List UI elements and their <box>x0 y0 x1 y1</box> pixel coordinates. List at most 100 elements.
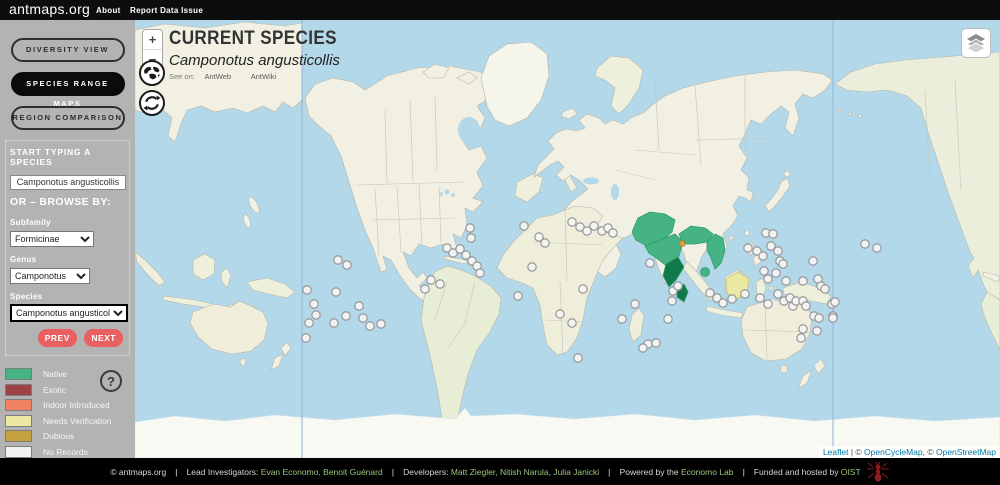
no-records-marker[interactable] <box>567 318 577 328</box>
no-records-marker[interactable] <box>465 223 475 233</box>
economo-lab-link[interactable]: Economo Lab <box>681 466 734 477</box>
opencyclemap-link[interactable]: OpenCycleMap <box>864 447 923 457</box>
no-records-marker[interactable] <box>455 244 465 254</box>
no-records-marker[interactable] <box>617 314 627 324</box>
antweb-link[interactable]: AntWeb <box>204 72 232 81</box>
refresh-map-button[interactable] <box>139 90 165 116</box>
no-records-marker[interactable] <box>763 299 773 309</box>
site-logo[interactable]: antmaps.org <box>9 1 91 17</box>
no-records-marker[interactable] <box>773 289 783 299</box>
no-records-marker[interactable] <box>534 232 544 242</box>
no-records-marker[interactable] <box>466 233 476 243</box>
no-records-marker[interactable] <box>860 239 870 249</box>
no-records-marker[interactable] <box>426 275 436 285</box>
no-records-marker[interactable] <box>759 266 769 276</box>
no-records-marker[interactable] <box>763 274 773 284</box>
no-records-marker[interactable] <box>311 310 321 320</box>
no-records-marker[interactable] <box>820 284 830 294</box>
no-records-marker[interactable] <box>743 243 753 253</box>
no-records-marker[interactable] <box>341 311 351 321</box>
no-records-marker[interactable] <box>740 289 750 299</box>
no-records-marker[interactable] <box>673 281 683 291</box>
no-records-marker[interactable] <box>801 301 811 311</box>
no-records-marker[interactable] <box>727 294 737 304</box>
layers-control[interactable] <box>961 28 991 58</box>
leaflet-link[interactable]: Leaflet <box>822 447 849 457</box>
no-records-marker[interactable] <box>663 314 673 324</box>
no-records-marker[interactable] <box>540 238 550 248</box>
no-records-marker[interactable] <box>796 333 806 343</box>
no-records-marker[interactable] <box>555 309 565 319</box>
no-records-marker[interactable] <box>712 293 722 303</box>
no-records-marker[interactable] <box>309 299 319 309</box>
no-records-marker[interactable] <box>582 226 592 236</box>
no-records-marker[interactable] <box>758 251 768 261</box>
species-range-maps-button[interactable]: SPECIES RANGE MAPS <box>10 72 125 108</box>
no-records-marker[interactable] <box>667 296 677 306</box>
no-records-marker[interactable] <box>812 326 822 336</box>
no-records-marker[interactable] <box>778 259 788 269</box>
no-records-marker[interactable] <box>645 258 655 268</box>
no-records-marker[interactable] <box>872 243 882 253</box>
no-records-marker[interactable] <box>304 318 314 328</box>
globe-reset-view-button[interactable] <box>139 60 165 86</box>
no-records-marker[interactable] <box>798 276 808 286</box>
no-records-marker[interactable] <box>589 221 599 231</box>
map-canvas[interactable] <box>135 20 1000 458</box>
no-records-marker[interactable] <box>302 285 312 295</box>
no-records-marker[interactable] <box>519 221 529 231</box>
no-records-marker[interactable] <box>567 217 577 227</box>
zoom-in-button[interactable]: + <box>143 30 162 50</box>
no-records-marker[interactable] <box>630 299 640 309</box>
no-records-marker[interactable] <box>638 343 648 353</box>
oist-link[interactable]: OIST <box>840 466 861 477</box>
prev-species-button[interactable]: PREV <box>37 329 77 347</box>
no-records-marker[interactable] <box>333 255 343 265</box>
no-records-marker[interactable] <box>773 246 783 256</box>
no-records-marker[interactable] <box>705 288 715 298</box>
next-species-button[interactable]: NEXT <box>84 329 123 347</box>
native-marker-andaman[interactable] <box>700 267 710 277</box>
no-records-marker[interactable] <box>513 291 523 301</box>
diversity-view-button[interactable]: DIVERSITY VIEW <box>10 38 125 62</box>
no-records-marker[interactable] <box>718 298 728 308</box>
subfamily-select[interactable]: Formicinae <box>10 231 94 247</box>
no-records-marker[interactable] <box>342 260 352 270</box>
no-records-marker[interactable] <box>781 276 791 286</box>
no-records-marker[interactable] <box>814 313 824 323</box>
openstreetmap-link[interactable]: OpenStreetMap <box>935 447 996 457</box>
native-region-nw-india[interactable] <box>631 211 676 247</box>
no-records-marker[interactable] <box>830 297 840 307</box>
no-records-marker[interactable] <box>771 268 781 278</box>
no-records-marker[interactable] <box>651 338 661 348</box>
no-records-marker[interactable] <box>808 256 818 266</box>
no-records-marker[interactable] <box>358 313 368 323</box>
no-records-marker[interactable] <box>331 287 341 297</box>
species-select[interactable]: Camponotus angusticollis <box>10 304 128 322</box>
no-records-marker[interactable] <box>527 262 537 272</box>
zoom-out-button[interactable]: − <box>143 50 162 70</box>
footer-lead-investigators-links[interactable]: Evan Economo, Benoit Guénard <box>260 466 383 477</box>
native-region-south-india[interactable] <box>662 256 685 288</box>
no-records-marker[interactable] <box>461 250 471 260</box>
no-records-marker[interactable] <box>752 246 762 256</box>
no-records-marker[interactable] <box>608 228 618 238</box>
no-records-marker[interactable] <box>420 284 430 294</box>
no-records-marker[interactable] <box>578 284 588 294</box>
no-records-marker[interactable] <box>365 321 375 331</box>
no-records-marker[interactable] <box>376 319 386 329</box>
nav-link-about[interactable]: About <box>96 6 121 15</box>
legend-help-button[interactable]: ? <box>100 370 122 392</box>
no-records-marker[interactable] <box>798 324 808 334</box>
no-records-marker[interactable] <box>766 241 776 251</box>
no-records-marker[interactable] <box>768 229 778 239</box>
nav-link-report-data-issue[interactable]: Report Data Issue <box>130 6 204 15</box>
no-records-marker[interactable] <box>755 293 765 303</box>
antwiki-link[interactable]: AntWiki <box>250 72 277 81</box>
no-records-marker[interactable] <box>575 222 585 232</box>
no-records-marker[interactable] <box>329 318 339 328</box>
world-map[interactable]: + − CURRENT SPECIES Camponotus angustico <box>135 20 1000 458</box>
no-records-marker[interactable] <box>448 248 458 258</box>
native-region-myanmar[interactable] <box>706 233 726 270</box>
region-comparison-button[interactable]: REGION COMPARISON <box>10 106 125 130</box>
